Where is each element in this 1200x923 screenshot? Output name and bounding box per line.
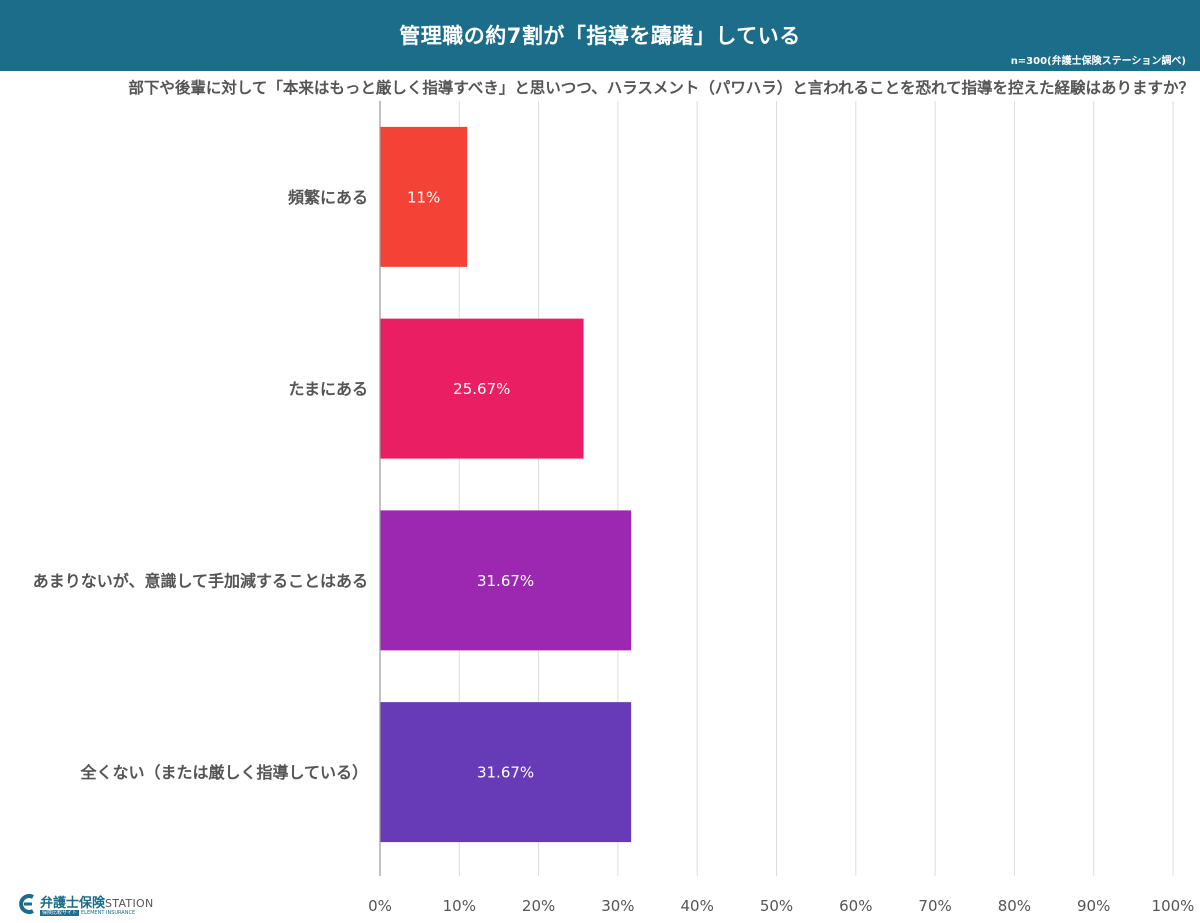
data-label: 31.67% xyxy=(477,764,534,782)
survey-question: 部下や後輩に対して「本来はもっと厳しく指導すべき」と思いつつ、ハラスメント（パワ… xyxy=(128,79,1194,97)
tick-labels: 0% 10% 20% 30% 40% 50% 60% 70% 80% 90% 100% xyxy=(368,897,1194,915)
data-label: 31.67% xyxy=(477,572,534,590)
tick-label: 0% xyxy=(368,897,392,915)
logo-sub-text: ELEMENT INSURANCE xyxy=(81,910,136,916)
tick-label: 100% xyxy=(1152,897,1195,915)
tick-label: 20% xyxy=(522,897,555,915)
tick-label: 40% xyxy=(681,897,714,915)
tick-label: 70% xyxy=(918,897,951,915)
logo-icon xyxy=(19,894,34,914)
category-label: たまにある xyxy=(288,380,368,399)
value-labels: 11% 25.67% 31.67% 31.67% xyxy=(407,188,534,781)
tick-label: 30% xyxy=(601,897,634,915)
tick-label: 90% xyxy=(1077,897,1110,915)
bar xyxy=(380,318,584,459)
bar xyxy=(380,702,632,843)
category-label: 全くない（または厳しく指導している） xyxy=(79,763,368,782)
logo-sub-pill: 保険比較サイト xyxy=(40,910,80,916)
logo-station-text: STATION xyxy=(105,897,154,910)
tick-label: 50% xyxy=(760,897,793,915)
source-note: n=300(弁護士保険ステーション調べ) xyxy=(1010,56,1186,67)
bar xyxy=(380,126,468,267)
category-labels: 頻繁にあるたまにあるあまりないが、意識して手加減することはある全くない（または厳… xyxy=(33,188,368,782)
data-label: 11% xyxy=(407,188,440,206)
bars xyxy=(380,126,632,843)
tick-label: 60% xyxy=(839,897,872,915)
brand-logo: 弁護士保険STATION 保険比較サイト ELEMENT INSURANCE xyxy=(18,891,168,919)
logo-brand-text: 弁護士保険 xyxy=(40,896,106,911)
data-label: 25.67% xyxy=(453,380,510,398)
tick-label: 10% xyxy=(443,897,476,915)
chart-header: 管理職の約7割が「指導を躊躇」している n=300(弁護士保険ステーション調べ) xyxy=(0,0,1200,71)
category-label: 頻繁にある xyxy=(288,188,368,207)
bar xyxy=(380,510,632,651)
category-label: あまりないが、意識して手加減することはある xyxy=(33,571,368,590)
chart-title: 管理職の約7割が「指導を躊躇」している xyxy=(399,24,801,48)
tick-label: 80% xyxy=(998,897,1031,915)
